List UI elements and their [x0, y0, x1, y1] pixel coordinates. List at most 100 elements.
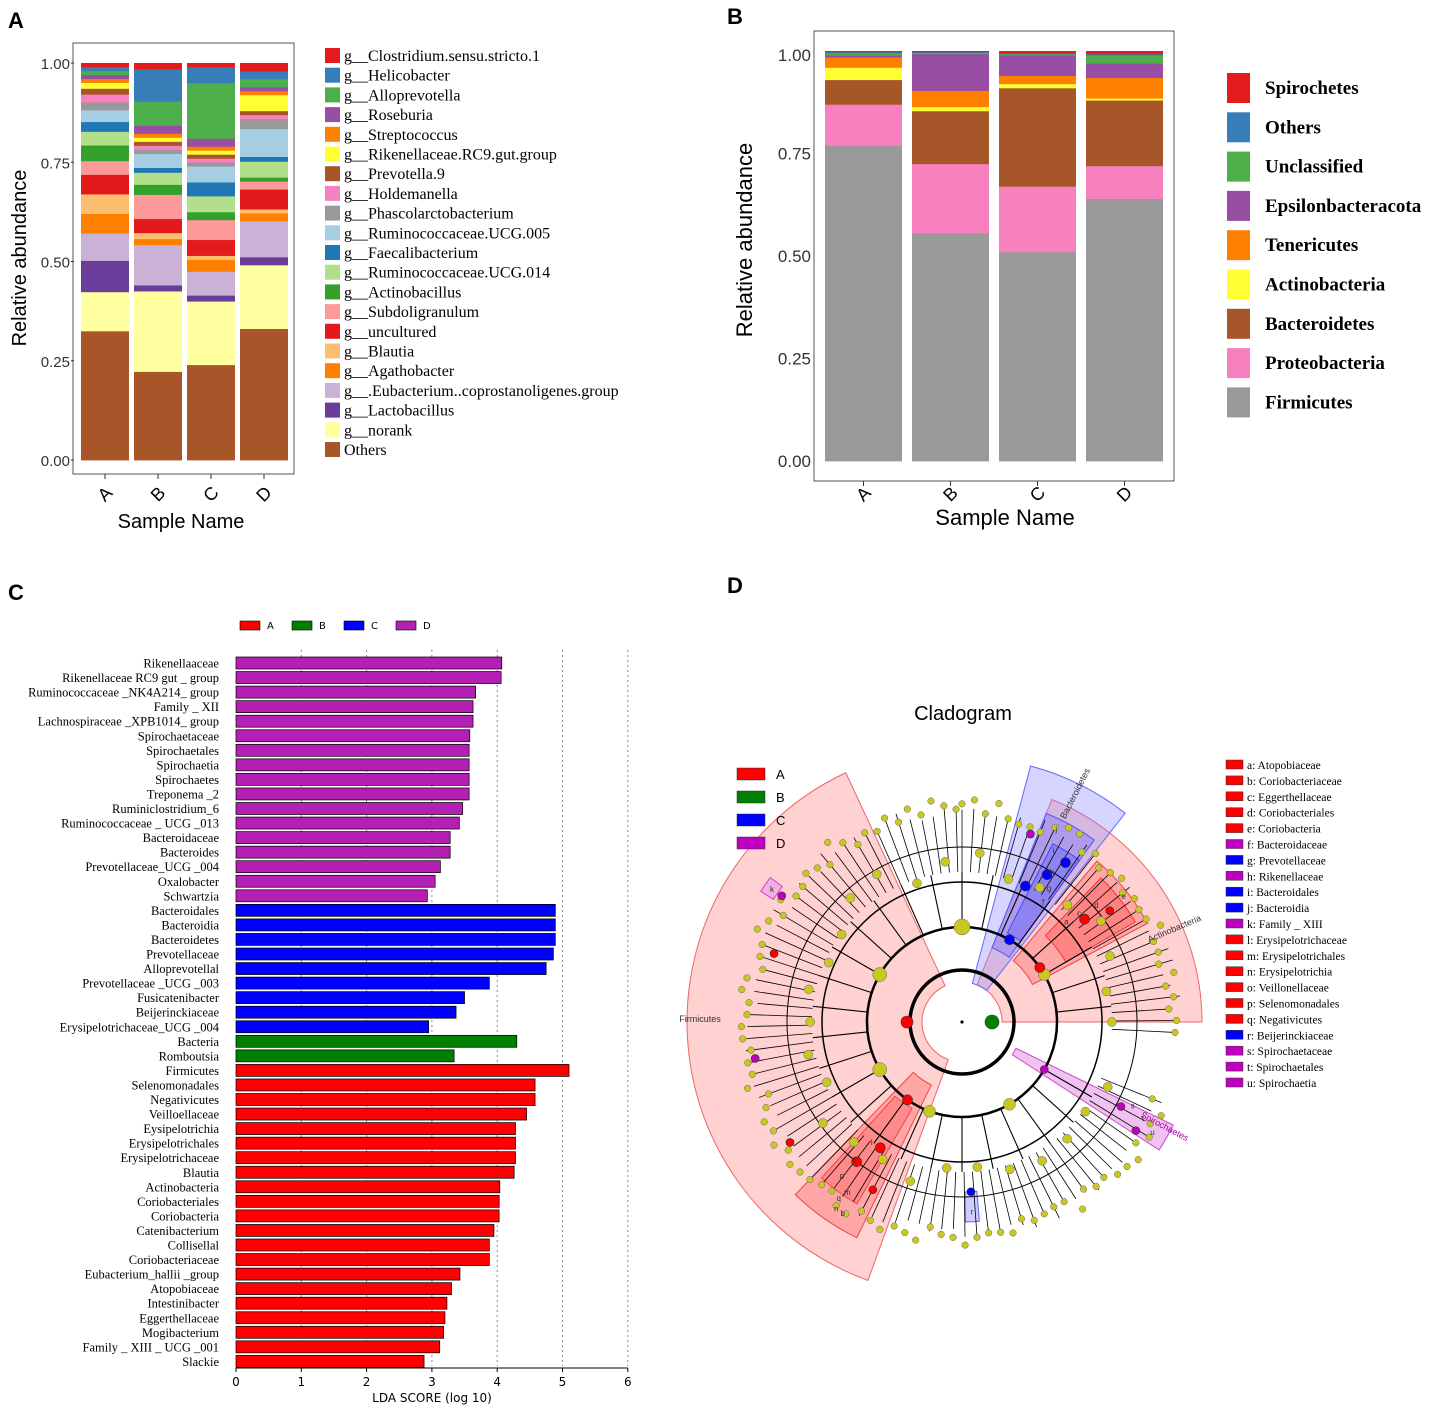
chart-b-segment [999, 53, 1076, 56]
cladogram-leaf-node [1065, 824, 1073, 832]
cladogram-key-swatch [1225, 871, 1244, 881]
cladogram-biomarker-node [1041, 869, 1053, 881]
chart-c-bar-label: Coriobacteria [151, 1209, 219, 1223]
chart-c-xtick: 0 [232, 1375, 240, 1389]
cladogram-leaf-node [1173, 1016, 1181, 1025]
chart-a-segment [187, 162, 235, 167]
chart-b-segment [912, 110, 989, 165]
cladogram-node [1003, 1098, 1016, 1111]
chart-c-bar [235, 1209, 500, 1223]
cladogram-key-label: t: Spirochaetales [1247, 1062, 1324, 1074]
cladogram-node [872, 1062, 887, 1077]
cladogram-leaf-node [952, 805, 960, 813]
chart-c-bar-label: Lachnospiraceae _XPB1014_ group [38, 715, 219, 729]
cladogram-leaf-node [1170, 993, 1178, 1001]
cladogram-branch [774, 1096, 833, 1131]
cladogram-leaf-node [985, 1229, 993, 1237]
chart-c-xtick: 1 [297, 1375, 305, 1389]
cladogram-sector-erysipelotrichia [794, 1071, 932, 1239]
chart-b-segment [1086, 198, 1163, 462]
cladogram-branch [1012, 1162, 1038, 1228]
chart-c-bar [235, 816, 460, 830]
cladogram-branch [930, 1114, 943, 1169]
chart-a-segment [134, 167, 182, 173]
chart-a-segment [134, 63, 182, 70]
cladogram-branch [882, 1161, 908, 1223]
chart-c-bar-label: Rikenellaceae RC9 gut _ group [62, 671, 219, 685]
chart-a-legend-label: g__Ruminococcaceae.UCG.014 [344, 265, 550, 282]
chart-b: 0.00 0.25 0.50 0.75 1.00 A B C D Relative abund… [732, 30, 1422, 530]
cladogram-key-label: k: Family _ XIII [1247, 919, 1323, 931]
cladogram-branch [1056, 1005, 1112, 1013]
cladogram-leaf-node [1051, 823, 1059, 831]
chart-a-legend-label: g__Holdemanella [344, 186, 458, 203]
chart-c-legend-label: A [267, 621, 274, 632]
chart-b-legend-swatch [1227, 112, 1250, 143]
cladogram-biomarker-node [966, 1187, 976, 1197]
cladogram-leaf-node [1091, 850, 1100, 858]
cladogram-leaf-node [770, 1141, 778, 1149]
cladogram-leaf-node [1170, 968, 1178, 976]
chart-b-segment [1086, 77, 1163, 99]
chart-a-segment [81, 213, 129, 234]
chart-a-xtick: C [199, 482, 222, 505]
chart-b-ytick: 1.00 [778, 46, 811, 65]
cladogram-branch [793, 1110, 842, 1147]
chart-a-legend-swatch [325, 343, 340, 359]
chart-b-segment [912, 232, 989, 462]
cladogram-node [1103, 1082, 1113, 1092]
cladogram-key-label: d: Coriobacteriales [1247, 808, 1335, 820]
cladogram-leaf-node [1149, 937, 1158, 946]
cladogram-leaf-node [1123, 1162, 1131, 1171]
chart-c-bar-label: Beijerinckiaceae [136, 1006, 220, 1020]
cladogram-branch [819, 1050, 872, 1069]
cladogram-biomarker-node [1039, 1065, 1049, 1074]
cladogram-branch [1111, 1008, 1170, 1013]
chart-c-bar [235, 773, 470, 786]
cladogram-leaf-node [1155, 960, 1163, 968]
cladogram-branch [1107, 974, 1164, 989]
cladogram-branch [894, 1164, 916, 1223]
cladogram-leaf-node [958, 800, 966, 808]
chart-c-legend-label: B [319, 621, 326, 632]
chart-a-segment [81, 88, 129, 95]
chart-c-xtick: 4 [493, 1375, 501, 1389]
chart-b-segment [999, 51, 1076, 54]
chart-c-bar [235, 1253, 490, 1266]
cladogram-branch [1002, 817, 1021, 878]
cladogram-branch [754, 990, 814, 1001]
cladogram-branch [746, 1033, 813, 1039]
chart-b-segment [1086, 55, 1163, 64]
cladogram-group-label: A [776, 767, 785, 782]
chart-a-segment [240, 209, 288, 214]
cladogram-leaf-node [861, 829, 869, 837]
chart-a-segment [187, 295, 235, 302]
chart-c-bar [235, 991, 465, 1005]
chart-c-bar-label: Prevotellaceae_UCG _004 [85, 860, 219, 874]
chart-b-legend-swatch [1227, 151, 1250, 182]
chart-a-segment [240, 110, 288, 116]
cladogram-biomarker-node [900, 1015, 914, 1029]
chart-a-segment [81, 174, 129, 195]
chart-c-bar [235, 700, 474, 714]
cladogram-branch [972, 1171, 978, 1238]
cladogram-key-swatch [1225, 1061, 1244, 1072]
cladogram-leaf-node [1106, 869, 1114, 877]
chart-a-legend-swatch [325, 87, 340, 103]
cladogram-node [803, 1049, 814, 1060]
cladogram-branch [812, 1005, 868, 1013]
chart-c-bar [235, 1311, 446, 1325]
cladogram-key-label: l: Erysipelotrichaceae [1247, 935, 1347, 947]
chart-a-segment [134, 371, 182, 461]
chart-a-segment [134, 218, 182, 234]
chart-b-segment [912, 51, 989, 54]
cladogram-leaf-node [769, 1127, 778, 1135]
chart-c-bar-label: Erysipelotrichaceae [120, 1151, 219, 1165]
chart-b-segment [999, 87, 1076, 187]
chart-a-segment [134, 184, 182, 195]
chart-c-bar [235, 1355, 425, 1368]
chart-c-bar [235, 1005, 457, 1019]
cladogram-branch [858, 1154, 892, 1216]
cladogram-branch [1026, 828, 1055, 887]
cladogram-node [912, 878, 922, 889]
